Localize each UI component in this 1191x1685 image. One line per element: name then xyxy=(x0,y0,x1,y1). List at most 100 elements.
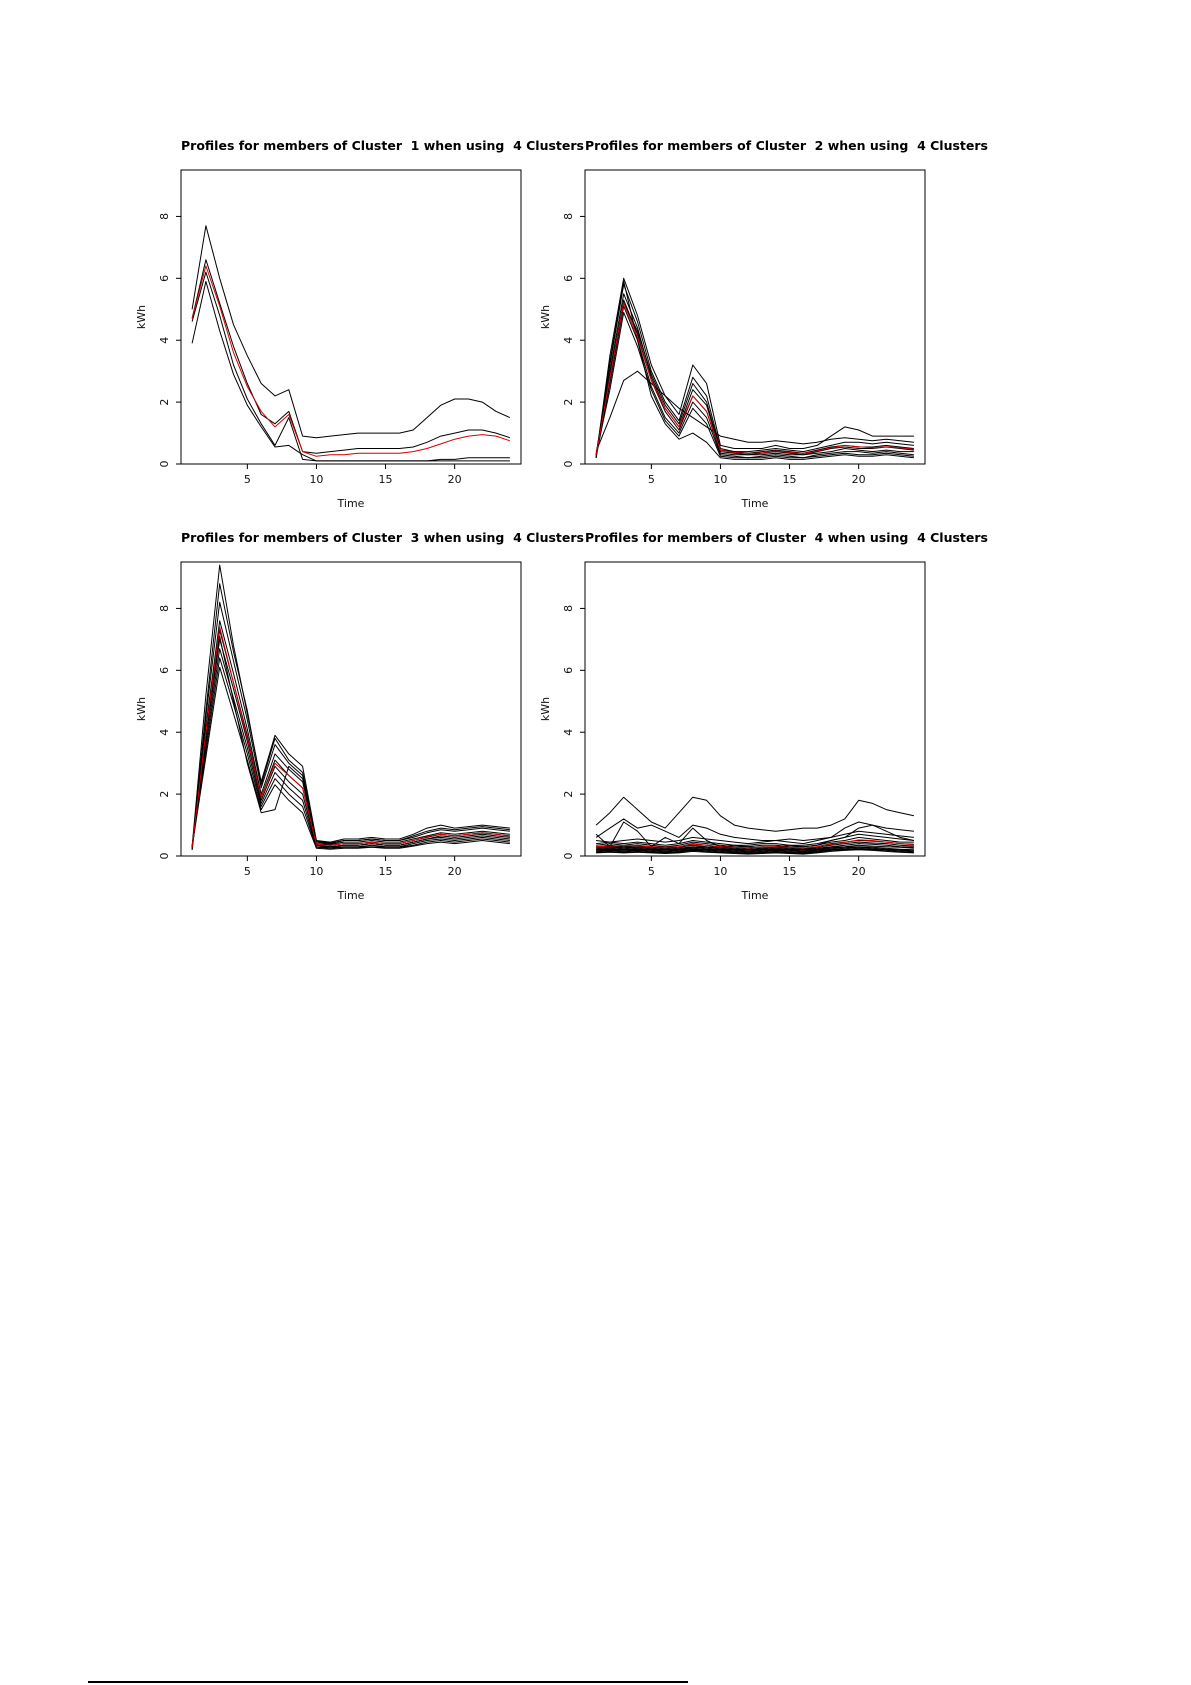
y-tick-label: 0 xyxy=(562,461,575,468)
chart-cluster-1: 0 2 4 6 8 5 10 15 20 Time kWh xyxy=(135,169,522,510)
member-line xyxy=(595,796,915,832)
member-line xyxy=(191,583,510,849)
member-line xyxy=(191,629,510,850)
member-line xyxy=(191,620,510,847)
member-line xyxy=(595,293,914,457)
y-tick-label: 8 xyxy=(562,605,575,612)
plot-box xyxy=(584,561,926,857)
y-axis-label: kWh xyxy=(135,697,148,721)
chart-cluster-3: 0 2 4 6 8 5 10 15 20 Time kWh xyxy=(135,561,522,902)
member-line xyxy=(191,259,511,454)
x-tick-label: 5 xyxy=(244,473,251,486)
x-tick-label: 15 xyxy=(379,473,393,486)
y-tick-label: 0 xyxy=(158,853,171,860)
y-axis-label: kWh xyxy=(539,305,552,329)
plot-box xyxy=(180,561,522,857)
chart-title-cluster-2: Profiles for members of Cluster 2 when u… xyxy=(585,138,988,153)
member-line xyxy=(596,844,914,851)
series-group xyxy=(595,796,915,855)
member-line xyxy=(595,277,914,458)
y-tick-label: 4 xyxy=(158,729,171,736)
series-group xyxy=(191,564,510,850)
y-tick-label: 6 xyxy=(562,275,575,282)
chart-cluster-4: 0 2 4 6 8 5 10 15 20 Time kWh xyxy=(539,561,926,902)
x-axis-label: Time xyxy=(741,497,769,510)
y-tick-label: 4 xyxy=(562,729,575,736)
x-axis-label: Time xyxy=(337,889,365,902)
x-tick-label: 20 xyxy=(448,865,462,878)
member-line xyxy=(595,284,914,455)
chart-panel-cluster-2: Profiles for members of Cluster 2 when u… xyxy=(519,138,988,520)
y-tick-label: 4 xyxy=(158,337,171,344)
plot-box xyxy=(180,169,522,465)
x-tick-label: 10 xyxy=(309,473,323,486)
member-line xyxy=(595,280,914,460)
member-line xyxy=(191,657,510,849)
y-tick-label: 4 xyxy=(562,337,575,344)
x-tick-label: 10 xyxy=(713,865,727,878)
mean-line xyxy=(191,626,510,848)
member-line xyxy=(596,848,914,854)
y-tick-label: 8 xyxy=(158,605,171,612)
member-line xyxy=(595,311,914,459)
chart-title-cluster-3: Profiles for members of Cluster 3 when u… xyxy=(181,530,584,545)
member-line xyxy=(596,843,914,851)
mean-line xyxy=(596,839,914,849)
y-tick-label: 2 xyxy=(158,791,171,798)
y-tick-label: 2 xyxy=(562,399,575,406)
axes: 0 2 4 6 8 5 10 15 20 xyxy=(158,605,462,878)
plot-box xyxy=(584,169,926,465)
member-line xyxy=(191,648,510,849)
chart-panel-cluster-1: Profiles for members of Cluster 1 when u… xyxy=(115,138,584,520)
member-line xyxy=(596,847,914,854)
y-tick-label: 0 xyxy=(562,853,575,860)
x-tick-label: 15 xyxy=(783,473,797,486)
x-axis-label: Time xyxy=(337,497,365,510)
x-tick-label: 10 xyxy=(713,473,727,486)
x-tick-label: 20 xyxy=(852,473,866,486)
y-tick-label: 6 xyxy=(158,667,171,674)
member-line xyxy=(191,666,510,850)
member-line xyxy=(191,271,510,462)
member-line xyxy=(191,635,510,850)
y-tick-label: 0 xyxy=(158,461,171,468)
chart-panel-cluster-4: Profiles for members of Cluster 4 when u… xyxy=(519,530,988,912)
y-axis-label: kWh xyxy=(539,697,552,721)
x-tick-label: 5 xyxy=(244,865,251,878)
x-tick-label: 15 xyxy=(379,865,393,878)
x-tick-label: 20 xyxy=(448,473,462,486)
chart-title-cluster-4: Profiles for members of Cluster 4 when u… xyxy=(585,530,988,545)
chart-cluster-2: 0 2 4 6 8 5 10 15 20 Time kWh xyxy=(539,169,926,510)
member-line xyxy=(596,846,914,852)
y-tick-label: 8 xyxy=(158,213,171,220)
series-group xyxy=(191,225,511,462)
series-group xyxy=(595,277,914,460)
member-line xyxy=(595,302,914,455)
chart-panel-cluster-3: Profiles for members of Cluster 3 when u… xyxy=(115,530,584,912)
member-line xyxy=(595,305,914,459)
x-tick-label: 10 xyxy=(309,865,323,878)
y-tick-label: 6 xyxy=(562,667,575,674)
y-tick-label: 2 xyxy=(562,791,575,798)
member-line xyxy=(596,841,914,850)
member-line xyxy=(595,370,914,452)
chart-title-cluster-1: Profiles for members of Cluster 1 when u… xyxy=(181,138,584,153)
page-bottom-rule xyxy=(88,1681,688,1683)
mean-line xyxy=(595,302,914,456)
member-line xyxy=(596,830,914,845)
x-tick-label: 15 xyxy=(783,865,797,878)
member-line xyxy=(191,225,511,439)
x-axis-label: Time xyxy=(741,889,769,902)
member-line xyxy=(596,846,914,853)
x-tick-label: 5 xyxy=(648,473,655,486)
member-line xyxy=(596,836,914,848)
member-line xyxy=(595,818,914,841)
x-tick-label: 20 xyxy=(852,865,866,878)
y-tick-label: 8 xyxy=(562,213,575,220)
member-line xyxy=(596,833,914,846)
axes: 0 2 4 6 8 5 10 15 20 xyxy=(158,213,462,486)
axes: 0 2 4 6 8 5 10 15 20 xyxy=(562,605,866,878)
axes: 0 2 4 6 8 5 10 15 20 xyxy=(562,213,866,486)
y-tick-label: 2 xyxy=(158,399,171,406)
